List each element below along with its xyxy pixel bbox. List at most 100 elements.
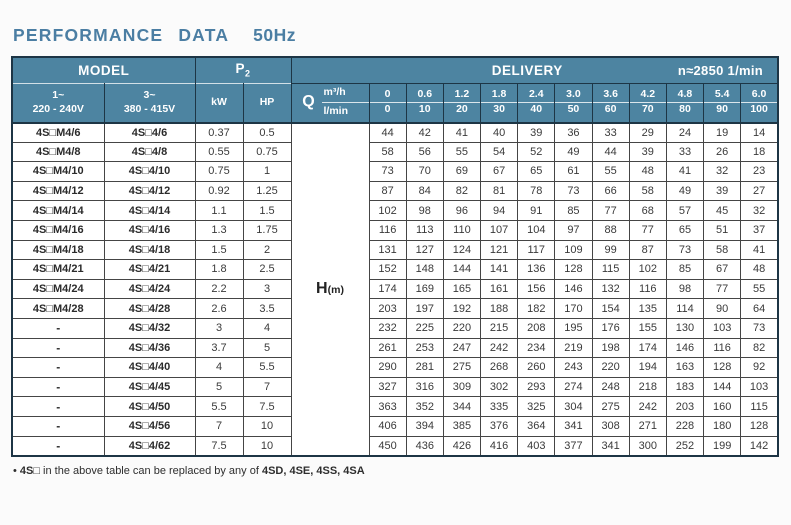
head-value-cell: 115: [740, 396, 779, 417]
kw-cell: 0.92: [194, 180, 244, 202]
head-value-cell: 64: [740, 298, 779, 319]
head-value-cell: 247: [442, 337, 482, 359]
model-1phase-cell: -: [11, 435, 105, 457]
head-value-cell: 92: [740, 357, 779, 378]
model-3phase-cell: 4S□4/8: [103, 141, 196, 163]
bullet-icon: •: [13, 464, 17, 477]
head-value-cell: 406: [368, 415, 407, 437]
head-value-cell: 121: [480, 239, 519, 261]
head-value-cell: 32: [740, 200, 779, 221]
head-value-cell: 58: [703, 239, 742, 261]
hp-cell: 7.5: [242, 396, 292, 417]
model-1phase-cell: -: [11, 337, 105, 359]
head-value-cell: 67: [480, 161, 519, 182]
head-value-cell: 152: [368, 259, 407, 280]
flow-value-header: 3.0 50: [554, 82, 593, 124]
head-value-cell: 192: [442, 298, 482, 319]
model-1phase-cell: 4S□M4/18: [11, 239, 105, 261]
head-value-cell: 77: [591, 200, 630, 221]
kw-cell: 2.2: [194, 278, 244, 300]
kw-cell: 5: [194, 376, 244, 398]
head-value-cell: 39: [703, 180, 742, 202]
head-value-cell: 44: [591, 141, 630, 163]
head-value-cell: 102: [628, 259, 667, 280]
model-1phase-cell: 4S□M4/8: [11, 141, 105, 163]
lmin-unit-label: l/min: [323, 105, 349, 118]
head-value-cell: 199: [703, 435, 742, 457]
head-value-cell: 132: [591, 278, 630, 300]
head-value-cell: 117: [517, 239, 556, 261]
head-value-cell: 376: [480, 415, 519, 437]
head-value-cell: 98: [405, 200, 444, 221]
head-value-cell: 252: [665, 435, 705, 457]
head-value-cell: 73: [740, 317, 779, 339]
q-label: Q: [302, 93, 315, 111]
flow-value-header: 5.4 90: [703, 82, 742, 124]
hp-cell: 4: [242, 317, 292, 339]
head-value-cell: 335: [480, 396, 519, 417]
head-value-cell: 88: [591, 219, 630, 241]
head-value-cell: 176: [591, 317, 630, 339]
kw-cell: 3: [194, 317, 244, 339]
head-value-cell: 228: [665, 415, 705, 437]
kw-cell: 2.6: [194, 298, 244, 319]
speed-label: n≈2850 1/min: [677, 62, 764, 78]
head-value-cell: 128: [703, 357, 742, 378]
table-row: 4S□M4/21 4S□4/21 1.8 2.5 152 148 144 141 136 128 1…: [11, 259, 779, 280]
head-value-cell: 14: [740, 122, 779, 143]
head-value-cell: 48: [628, 161, 667, 182]
head-value-cell: 61: [554, 161, 593, 182]
table-row: 4S□M4/10 4S□4/10 0.75 1 73 70 69 67 65 61 55 48 41 32…: [11, 161, 779, 182]
head-value-cell: 144: [703, 376, 742, 398]
head-value-cell: 78: [517, 180, 556, 202]
model-3phase-cell: 4S□4/10: [103, 161, 196, 182]
head-value-cell: 39: [517, 122, 556, 143]
kw-cell: 5.5: [194, 396, 244, 417]
head-value-cell: 174: [628, 337, 667, 359]
head-value-cell: 281: [405, 357, 444, 378]
head-value-cell: 33: [591, 122, 630, 143]
head-value-cell: 341: [554, 415, 593, 437]
head-value-cell: 309: [442, 376, 482, 398]
head-value-cell: 110: [442, 219, 482, 241]
head-value-cell: 183: [665, 376, 705, 398]
head-value-cell: 116: [368, 219, 407, 241]
footnote: • 4S□ in the above table can be replaced …: [13, 464, 365, 477]
head-value-cell: 220: [442, 317, 482, 339]
hp-cell: 1: [242, 161, 292, 182]
table-row: 4S□M4/16 4S□4/16 1.3 1.75 116 113 110 107 104 97 8…: [11, 219, 779, 241]
head-value-cell: 27: [740, 180, 779, 202]
head-value-cell: 344: [442, 396, 482, 417]
head-value-cell: 65: [517, 161, 556, 182]
head-value-cell: 69: [442, 161, 482, 182]
model-3phase-cell: 4S□4/36: [103, 337, 196, 359]
hp-cell: 2.5: [242, 259, 292, 280]
kw-header: kW: [194, 82, 244, 124]
head-value-cell: 48: [740, 259, 779, 280]
head-value-cell: 161: [480, 278, 519, 300]
head-value-cell: 68: [628, 200, 667, 221]
head-value-cell: 180: [703, 415, 742, 437]
head-value-cell: 146: [554, 278, 593, 300]
head-value-cell: 39: [628, 141, 667, 163]
head-value-cell: 90: [703, 298, 742, 319]
three-phase-header: 3~ 380 - 415V: [103, 82, 196, 124]
head-value-cell: 203: [368, 298, 407, 319]
head-value-cell: 114: [665, 298, 705, 319]
delivery-column-header: DELIVERY n≈2850 1/min: [290, 57, 779, 83]
model-3phase-cell: 4S□4/24: [103, 278, 196, 300]
model-3phase-cell: 4S□4/32: [103, 317, 196, 339]
head-value-cell: 136: [517, 259, 556, 280]
kw-cell: 7.5: [194, 435, 244, 457]
head-value-cell: 124: [442, 239, 482, 261]
head-value-cell: 115: [591, 259, 630, 280]
model-3phase-cell: 4S□4/6: [103, 122, 196, 143]
head-value-cell: 195: [554, 317, 593, 339]
head-value-cell: 45: [703, 200, 742, 221]
model-1phase-cell: 4S□M4/10: [11, 161, 105, 182]
flow-value-header: 1.2 20: [442, 82, 482, 124]
table-row: -4S□4/32 3 4 232 225 220 215 208 195 176 155 130 103…: [11, 317, 779, 339]
performance-data-table: MODEL P2 DELIVERY n≈2850 1/min 1~ 220 - 2…: [11, 56, 779, 457]
head-value-cell: 87: [368, 180, 407, 202]
